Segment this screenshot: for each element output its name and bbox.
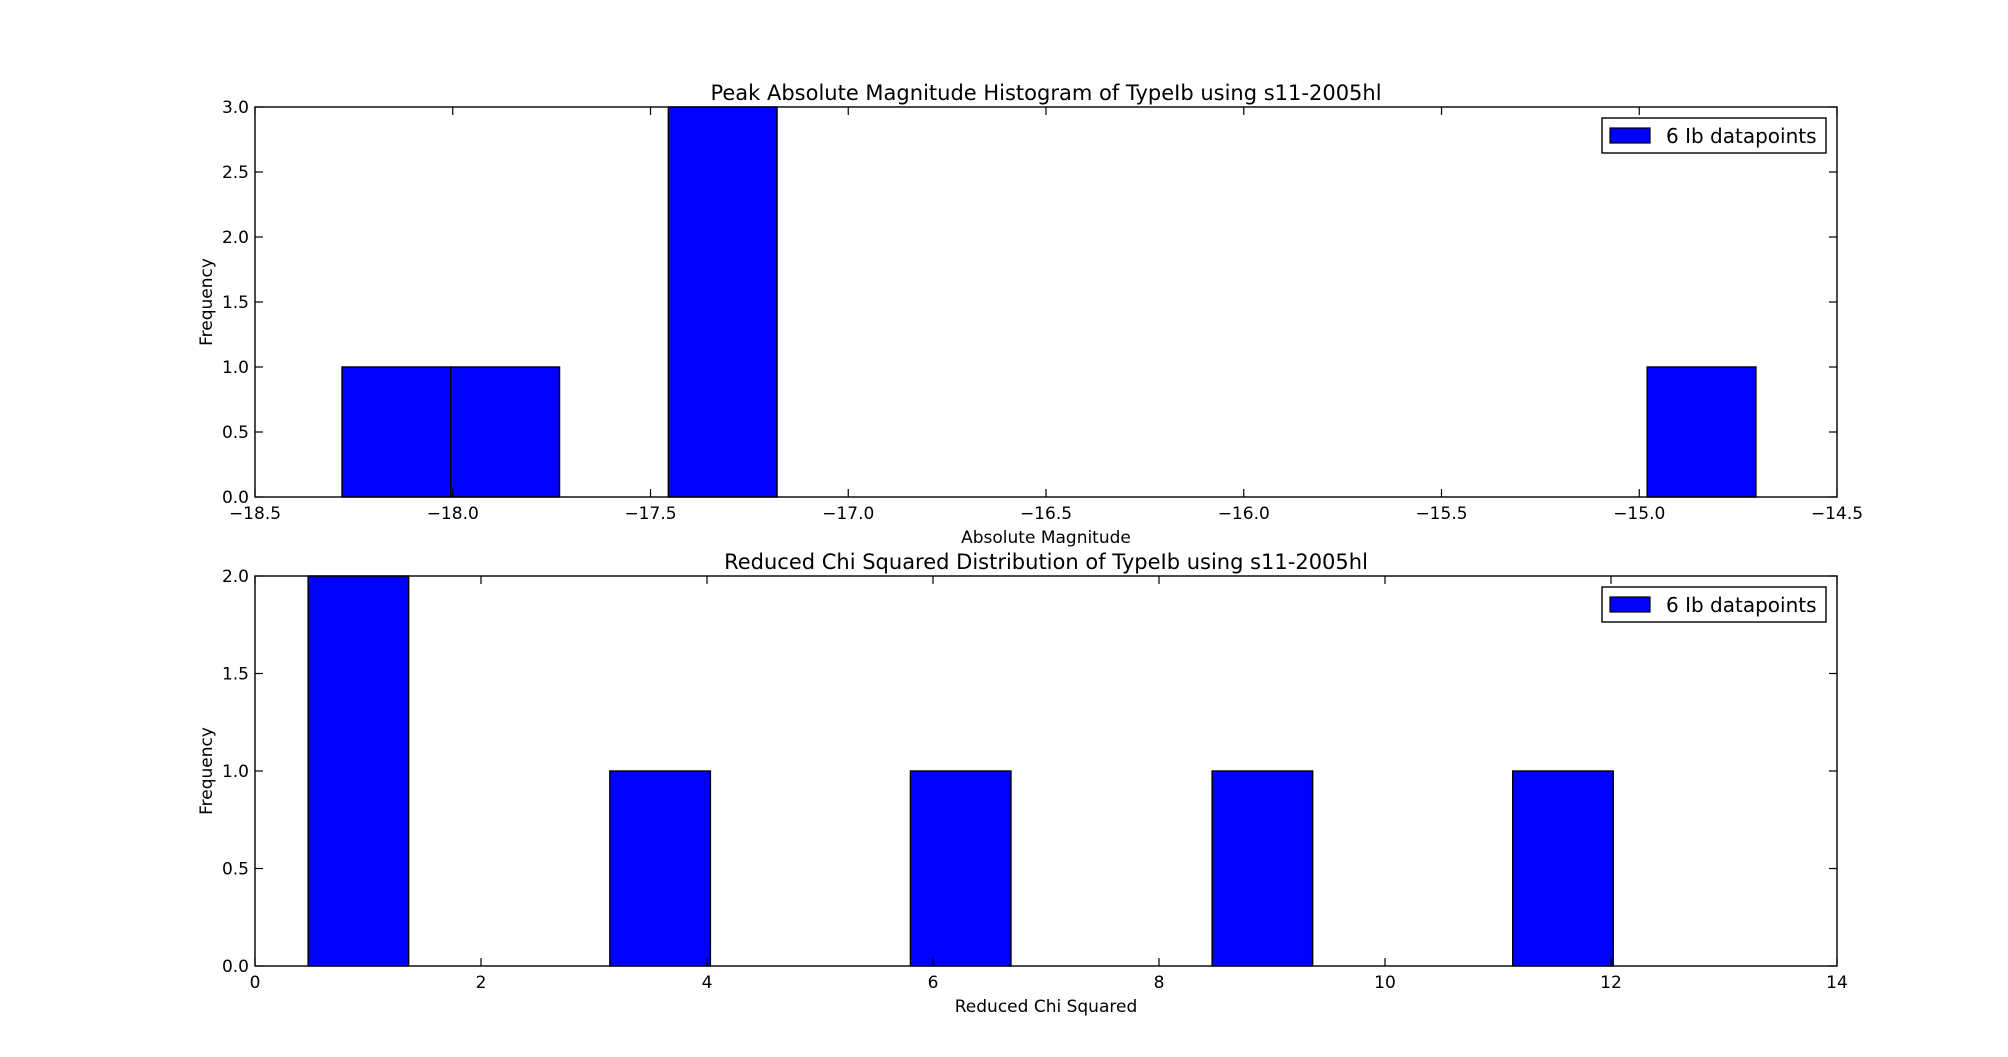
x-tick-label: 2: [476, 973, 487, 993]
x-tick-label: −16.0: [1218, 504, 1270, 524]
x-tick-label: −14.5: [1811, 504, 1863, 524]
magnitude-histogram-panel: −18.5 −18.0 −17.5 −17.0 −16.5 −16.0 −15.5 −15.0…: [197, 81, 1863, 548]
legend-swatch: [1609, 127, 1651, 144]
legend-label: 6 Ib datapoints: [1666, 124, 1817, 148]
x-tick-label: 4: [702, 973, 713, 993]
histogram-bar-3: [1211, 770, 1314, 967]
x-tick-label: −18.5: [229, 504, 281, 524]
histogram-bar-4: [1511, 770, 1614, 967]
x-tick-label: −15.0: [1613, 504, 1665, 524]
x-tick-label: 12: [1600, 973, 1622, 993]
histogram-bar-1: [609, 770, 712, 967]
x-tick-label: 6: [928, 973, 939, 993]
chi-squared-histogram-panel: 0 2 4 6 8 10 12 14 0.0 0.5 1.0 1.5 2.0 Reduced Chi Sq…: [197, 550, 1848, 1017]
y-tick-label: 1.0: [222, 762, 249, 782]
histogram-bar-3: [1646, 366, 1757, 498]
x-tick-label: 10: [1374, 973, 1396, 993]
y-tick-label: 2.0: [222, 228, 249, 248]
y-tick-label: 1.5: [222, 665, 249, 685]
y-tick-label: 1.5: [222, 293, 249, 313]
y-tick-label: 0.5: [222, 860, 249, 880]
x-tick-label: −15.5: [1415, 504, 1467, 524]
x-axis-title: Absolute Magnitude: [961, 528, 1131, 548]
chart-title: Peak Absolute Magnitude Histogram of Typ…: [710, 81, 1381, 105]
chart-title: Reduced Chi Squared Distribution of Type…: [724, 550, 1368, 574]
x-tick-label: 14: [1826, 973, 1848, 993]
histogram-bar-0: [341, 366, 452, 498]
y-tick-label: 3.0: [222, 98, 249, 118]
x-tick-label: −17.0: [822, 504, 874, 524]
y-tick-label: 1.0: [222, 358, 249, 378]
histogram-bar-2: [909, 770, 1012, 967]
histogram-bar-1: [450, 366, 561, 498]
legend-label: 6 Ib datapoints: [1666, 593, 1817, 617]
x-tick-label: −16.5: [1020, 504, 1072, 524]
x-tick-label: 8: [1154, 973, 1165, 993]
x-tick-label: −17.5: [624, 504, 676, 524]
y-axis-title: Frequency: [197, 727, 217, 815]
legend-box: [1601, 117, 1827, 154]
y-tick-label: 0.0: [222, 957, 249, 977]
x-tick-label: −18.0: [427, 504, 479, 524]
y-axis-title: Frequency: [197, 258, 217, 346]
y-tick-label: 2.5: [222, 163, 249, 183]
y-tick-label: 0.0: [222, 488, 249, 508]
x-axis-title: Reduced Chi Squared: [955, 997, 1137, 1017]
x-tick-label: 0: [250, 973, 261, 993]
legend-swatch: [1609, 596, 1651, 613]
histogram-bar-0: [307, 575, 410, 967]
histogram-bar-2: [667, 106, 778, 498]
y-tick-label: 2.0: [222, 567, 249, 587]
y-tick-label: 0.5: [222, 423, 249, 443]
